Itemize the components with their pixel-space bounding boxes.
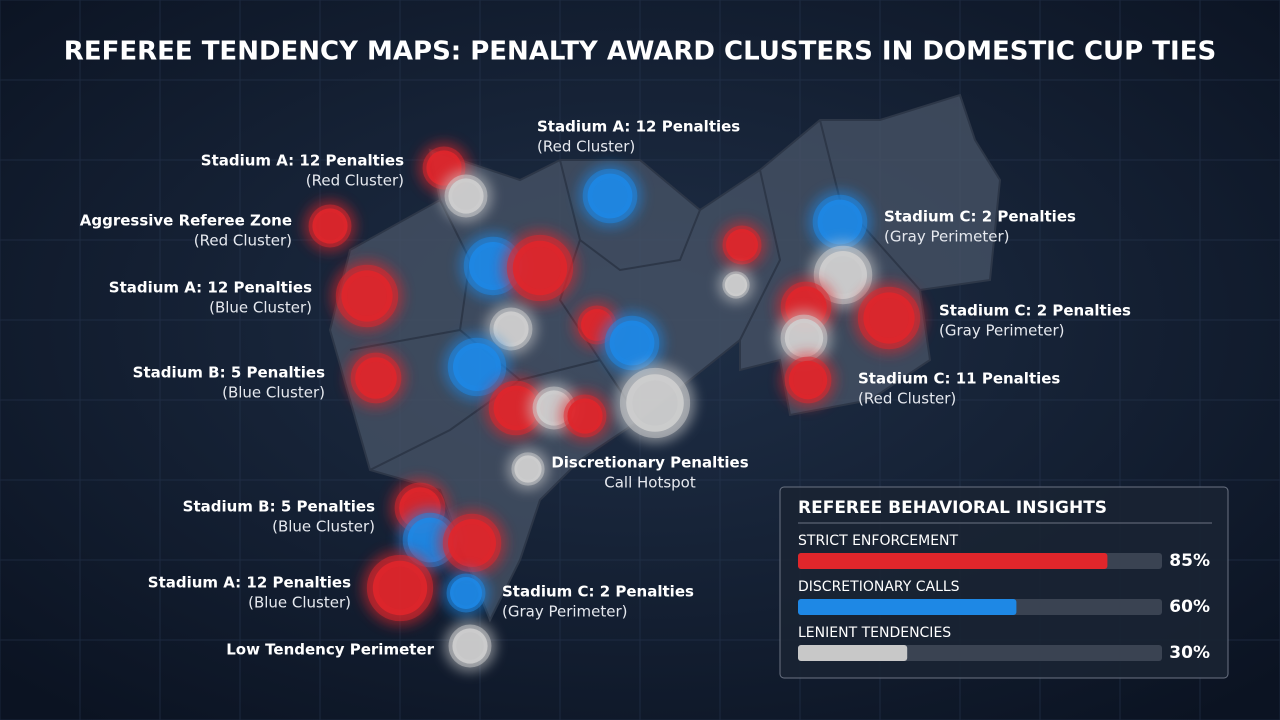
cluster — [784, 356, 832, 404]
cluster — [812, 194, 868, 250]
label-subtitle: Call Hotspot — [604, 474, 696, 492]
cluster — [511, 452, 545, 486]
label-title: Stadium C: 11 Penalties — [858, 370, 1060, 388]
label-subtitle: (Gray Perimeter) — [884, 228, 1010, 246]
cluster — [780, 314, 828, 362]
bar-label: DISCRETIONARY CALLS — [798, 579, 960, 595]
label-title: Stadium B: 5 Penalties — [133, 364, 325, 382]
label-subtitle: (Gray Perimeter) — [502, 603, 628, 621]
bars: STRICT ENFORCEMENT 85% DISCRETIONARY CALLS… — [798, 533, 1210, 663]
label-title: Aggressive Referee Zone — [80, 212, 292, 230]
label-title: Stadium C: 2 Penalties — [884, 208, 1076, 226]
bar-label: STRICT ENFORCEMENT — [798, 533, 959, 549]
cluster — [366, 554, 434, 622]
cluster — [857, 286, 921, 350]
bar-value: 60% — [1169, 597, 1210, 617]
cluster — [350, 352, 402, 404]
cluster — [444, 174, 488, 218]
label-subtitle: (Red Cluster) — [194, 232, 292, 250]
label-title: Stadium C: 2 Penalties — [502, 583, 694, 601]
label-title: Stadium A: 12 Penalties — [109, 279, 312, 297]
panel-title: REFEREE BEHAVIORAL INSIGHTS — [798, 498, 1107, 518]
cluster — [446, 573, 486, 613]
bar-label: LENIENT TENDENCIES — [798, 625, 951, 641]
cluster — [722, 225, 762, 265]
bar-value: 30% — [1169, 643, 1210, 663]
label-title: Stadium A: 12 Penalties — [537, 118, 740, 136]
clusters — [304, 142, 925, 672]
bar-value: 85% — [1169, 551, 1210, 571]
cluster — [335, 264, 399, 328]
label-title: Discretionary Penalties — [551, 454, 748, 472]
label-subtitle: (Blue Cluster) — [209, 299, 312, 317]
cluster — [813, 245, 873, 305]
label-subtitle: (Red Cluster) — [858, 390, 956, 408]
bar — [798, 645, 908, 661]
label-title: Stadium A: 12 Penalties — [201, 152, 404, 170]
cluster — [582, 168, 638, 224]
label-title: Stadium C: 2 Penalties — [939, 302, 1131, 320]
labels: Stadium A: 12 Penalties (Red Cluster) Stad… — [80, 118, 1131, 659]
title: REFEREE TENDENCY MAPS: PENALTY AWARD CLU… — [64, 37, 1216, 67]
panel-box — [779, 486, 1229, 679]
label-title: Stadium B: 5 Penalties — [183, 498, 375, 516]
label-subtitle: (Blue Cluster) — [222, 384, 325, 402]
bar — [798, 553, 1108, 569]
label-title: Stadium A: 12 Penalties — [148, 574, 351, 592]
cluster — [448, 624, 492, 668]
cluster — [442, 513, 502, 573]
insights-panel: REFEREE BEHAVIORAL INSIGHTS STRICT ENFOR… — [779, 486, 1229, 679]
label-title: Low Tendency Perimeter — [226, 641, 434, 659]
label-subtitle: (Red Cluster) — [537, 138, 635, 156]
bar — [798, 599, 1017, 615]
label-subtitle: (Red Cluster) — [306, 172, 404, 190]
cluster — [619, 367, 691, 439]
cluster — [447, 337, 507, 397]
label-subtitle: (Blue Cluster) — [272, 518, 375, 536]
cluster — [604, 315, 660, 371]
label-subtitle: (Blue Cluster) — [248, 594, 351, 612]
cluster — [563, 394, 607, 438]
label-subtitle: (Gray Perimeter) — [939, 322, 1065, 340]
cluster — [506, 234, 574, 302]
cluster — [308, 204, 352, 248]
cluster — [489, 307, 533, 351]
cluster — [722, 271, 750, 299]
